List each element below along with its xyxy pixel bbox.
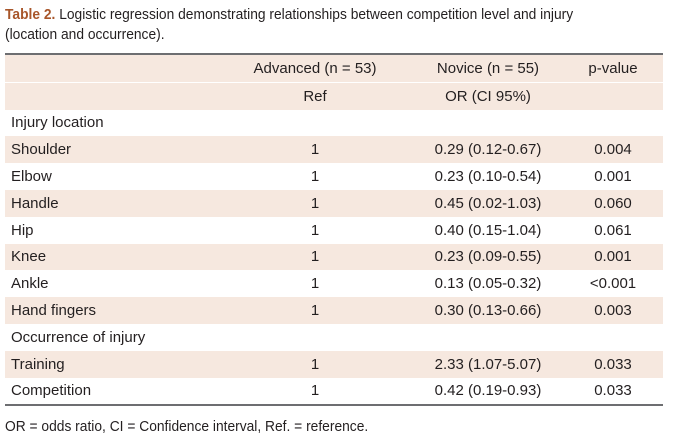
section-row-location: Injury location (5, 110, 663, 137)
row-pvalue: 0.061 (594, 221, 632, 239)
row-or: 0.45 (0.02-1.03) (413, 189, 563, 217)
row-or: 0.23 (0.10-0.54) (434, 168, 542, 186)
table-caption-line2: (location and occurrence). (5, 26, 165, 43)
row-ref: 1 (217, 136, 413, 164)
header-blank (5, 54, 217, 83)
row-label: Shoulder (5, 136, 217, 164)
row-pvalue: 0.001 (563, 243, 663, 271)
section-label: Injury location (11, 114, 104, 132)
row-ref: 1 (217, 243, 413, 271)
table-row: Elbow 1 0.23 (0.10-0.54) 0.001 (5, 163, 663, 190)
header-pvalue: p-value (563, 54, 663, 83)
header-advanced: Advanced (n = 53) (217, 54, 413, 83)
row-label: Handle (5, 189, 217, 217)
row-label: Knee (5, 243, 217, 271)
row-ref: 1 (217, 350, 413, 378)
row-label: Ankle (11, 275, 49, 293)
row-label: Hip (11, 221, 34, 239)
header-row: Advanced (n = 53) Novice (n = 55) p-valu… (5, 54, 663, 83)
section-row-occurrence: Occurrence of injury (5, 324, 663, 351)
row-ref: 1 (310, 382, 320, 400)
row-label: Elbow (11, 168, 52, 186)
row-ref: 1 (310, 168, 320, 186)
subheader-blank (5, 82, 217, 110)
row-or: 0.30 (0.13-0.66) (413, 297, 563, 324)
row-label: Competition (11, 382, 92, 400)
header-novice: Novice (n = 55) (413, 54, 563, 83)
row-or: 0.40 (0.15-1.04) (434, 221, 542, 239)
subheader-or: OR (CI 95%) (413, 82, 563, 110)
row-or: 0.42 (0.19-0.93) (434, 382, 542, 400)
table-row: Hip 1 0.40 (0.15-1.04) 0.061 (5, 217, 663, 244)
table-row: Ankle 1 0.13 (0.05-0.32) <0.001 (5, 270, 663, 297)
table-caption-lead: Table 2. (5, 6, 56, 23)
table-row: Training 1 2.33 (1.07-5.07) 0.033 (5, 350, 663, 378)
row-pvalue: 0.033 (563, 350, 663, 378)
row-pvalue: 0.003 (563, 297, 663, 324)
row-or: 2.33 (1.07-5.07) (413, 350, 563, 378)
row-pvalue: 0.001 (594, 168, 632, 186)
row-ref: 1 (217, 189, 413, 217)
section-label: Occurrence of injury (11, 328, 146, 346)
table-row: Handle 1 0.45 (0.02-1.03) 0.060 (5, 189, 663, 217)
table-caption-text: Logistic regression demonstrating relati… (55, 6, 574, 23)
subheader-ref: Ref (217, 82, 413, 110)
table-row: Knee 1 0.23 (0.09-0.55) 0.001 (5, 243, 663, 271)
table-caption: Table 2. Logistic regression demonstrati… (5, 5, 616, 45)
subheader-blank-p (563, 82, 663, 110)
row-label: Hand fingers (5, 297, 217, 324)
regression-table: Advanced (n = 53) Novice (n = 55) p-valu… (5, 53, 663, 407)
row-ref: 1 (217, 297, 413, 324)
table-row: Hand fingers 1 0.30 (0.13-0.66) 0.003 (5, 297, 663, 324)
row-pvalue: 0.004 (563, 136, 663, 164)
row-or: 0.23 (0.09-0.55) (413, 243, 563, 271)
subheader-row: Ref OR (CI 95%) (5, 82, 663, 110)
table-footnote: OR = odds ratio, CI = Confidence interva… (5, 418, 369, 435)
table-row: Competition 1 0.42 (0.19-0.93) 0.033 (5, 378, 663, 406)
row-or: 0.13 (0.05-0.32) (434, 275, 542, 293)
row-label: Training (5, 350, 217, 378)
row-pvalue: 0.033 (594, 382, 632, 400)
row-or: 0.29 (0.12-0.67) (413, 136, 563, 164)
row-ref: 1 (310, 221, 320, 239)
table-row: Shoulder 1 0.29 (0.12-0.67) 0.004 (5, 136, 663, 164)
row-pvalue: 0.060 (563, 189, 663, 217)
row-ref: 1 (310, 275, 320, 293)
row-pvalue: <0.001 (589, 275, 637, 293)
